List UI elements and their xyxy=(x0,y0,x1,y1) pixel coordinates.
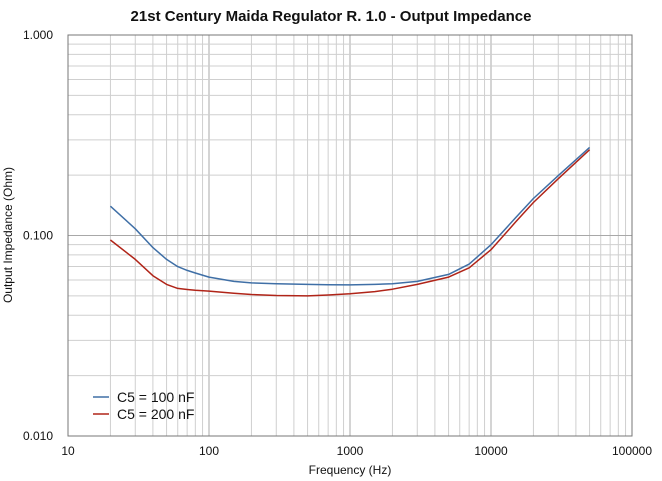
x-tick-label: 100000 xyxy=(612,444,652,458)
x-tick-label: 100 xyxy=(199,444,219,458)
x-tick-label: 10 xyxy=(61,444,75,458)
series-lines xyxy=(109,146,591,297)
plot-area-border xyxy=(67,34,633,437)
y-axis-label: Output Impedance (Ohm) xyxy=(1,167,15,303)
x-tick-label: 1000 xyxy=(337,444,364,458)
chart-title: 21st Century Maida Regulator R. 1.0 - Ou… xyxy=(131,8,532,25)
y-tick-label: 1.000 xyxy=(23,28,53,42)
y-tick-label: 0.010 xyxy=(23,429,53,443)
legend-label: C5 = 100 nF xyxy=(117,389,194,405)
series-line-1 xyxy=(109,146,591,286)
grid xyxy=(67,35,632,437)
x-axis-ticks: 10 100 1000 10000 100000 xyxy=(61,444,652,458)
y-tick-label: 0.100 xyxy=(23,229,53,243)
y-axis-ticks: 0.010 0.100 1.000 xyxy=(23,28,53,443)
legend-label: C5 = 200 nF xyxy=(117,406,194,422)
x-tick-label: 10000 xyxy=(474,444,508,458)
x-axis-label: Frequency (Hz) xyxy=(309,463,392,477)
series-line-2 xyxy=(109,149,591,297)
